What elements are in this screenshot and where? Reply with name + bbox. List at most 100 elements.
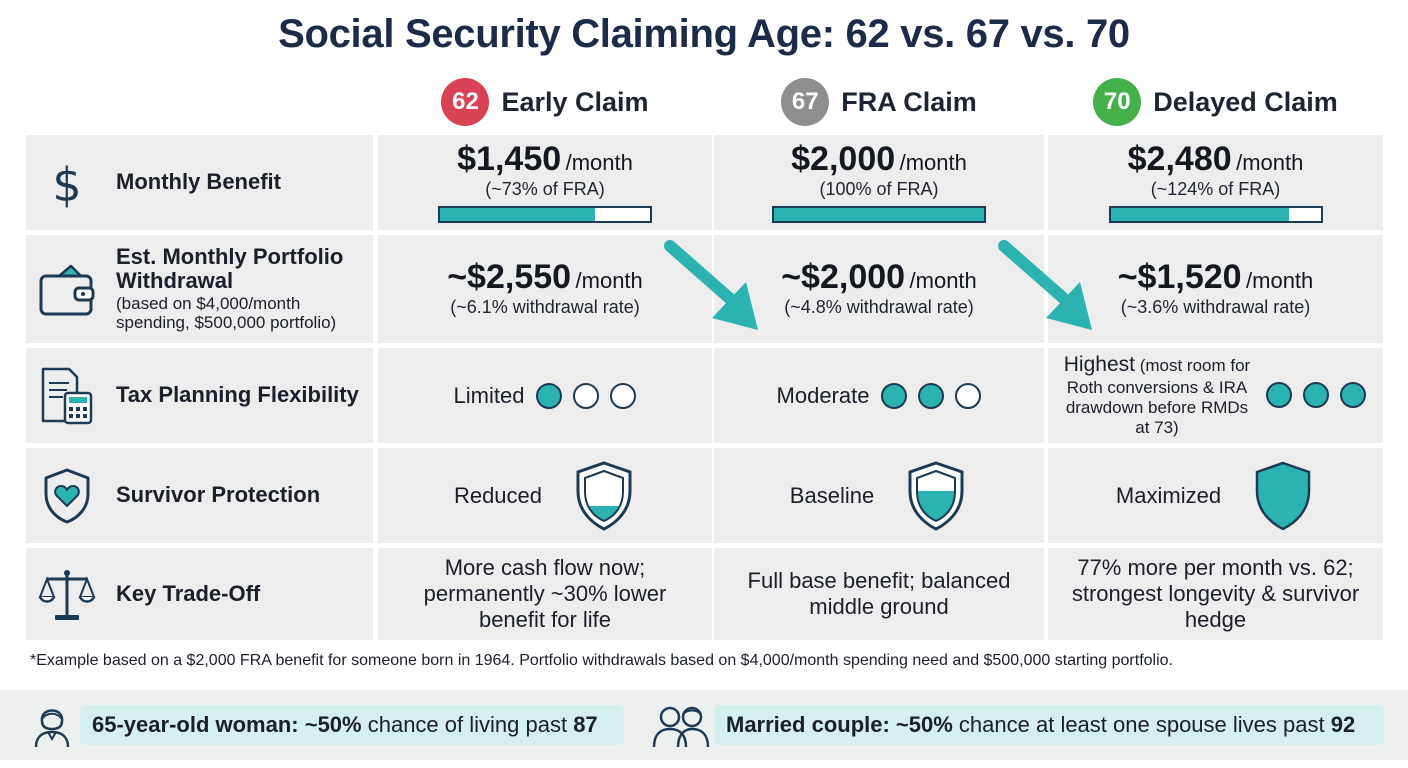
row-sublabel: (based on $4,000/month spending, $500,00… [116, 293, 337, 333]
row-label: Est. Monthly Portfolio Withdrawal [116, 244, 344, 294]
shield-inner-outline [584, 469, 625, 522]
couple-icon [652, 706, 710, 748]
withdrawal-unit: /month [909, 267, 977, 293]
shield-inner-outline [916, 469, 957, 522]
shield-icon [1255, 461, 1311, 530]
benefit-unit: /month [565, 149, 633, 175]
shield-fill [1255, 461, 1311, 530]
benefit-note: (100% of FRA) [819, 179, 939, 200]
tax-level-dots [1266, 382, 1366, 409]
withdrawal-note: (~6.1% withdrawal rate) [450, 297, 640, 318]
tradeoff-text: More cash flow now; permanently ~30% low… [423, 555, 667, 632]
benefit-cell-62: $1,450 /month (~73% of FRA) [378, 135, 712, 230]
benefit-bar [438, 206, 652, 224]
level-dot [1303, 382, 1329, 409]
tax-cell-67: Moderate [714, 348, 1044, 443]
row-label: Key Trade-Off [116, 580, 261, 606]
footnote: *Example based on a $2,000 FRA benefit f… [30, 652, 1173, 669]
row-label: Tax Planning Flexibility [116, 382, 359, 408]
benefit-bar [772, 206, 986, 224]
benefit-bar-fill [440, 208, 596, 222]
tradeoff-text: 77% more per month vs. 62; strongest lon… [1071, 555, 1360, 632]
tradeoff-cell-67: Full base benefit; balanced middle groun… [714, 548, 1044, 640]
shield-outline [576, 460, 632, 531]
fact-text: chance of living past [361, 712, 574, 737]
withdrawal-note: (~3.6% withdrawal rate) [1120, 297, 1311, 318]
withdrawal-note: (~4.8% withdrawal rate) [784, 297, 974, 318]
tax-level-text: Moderate [776, 382, 870, 408]
row-header-survivor: Survivor Protection [26, 448, 373, 543]
benefit-unit: /month [1236, 149, 1304, 175]
shield-icon [908, 460, 964, 531]
level-dot [955, 382, 982, 409]
fact-woman: 65-year-old woman: ~50% chance of living… [80, 705, 624, 745]
tradeoff-cell-70: 77% more per month vs. 62; strongest lon… [1048, 548, 1383, 640]
survivor-level-text: Reduced [453, 482, 543, 508]
survivor-level-text: Baseline [789, 482, 875, 508]
withdrawal-cell-70: ~$1,520 /month (~3.6% withdrawal rate) [1048, 235, 1383, 343]
column-label-delayed: Delayed Claim [1153, 86, 1338, 117]
benefit-amount: $1,450 [457, 139, 562, 178]
tradeoff-text: Full base benefit; balanced middle groun… [747, 568, 1011, 619]
withdrawal-amount: ~$2,550 [447, 257, 572, 296]
benefit-bar-fill [1110, 208, 1289, 222]
survivor-cell-70: Maximized [1048, 448, 1383, 543]
benefit-note: (~73% of FRA) [485, 179, 605, 200]
level-dot [1340, 382, 1366, 409]
column-label-fra: FRA Claim [841, 86, 977, 117]
benefit-cell-67: $2,000 /month (100% of FRA) [714, 135, 1044, 230]
column-header-fra: 67 FRA Claim [714, 78, 1044, 126]
row-header-tax: Tax Planning Flexibility [26, 348, 373, 443]
survivor-level-text: Maximized [1115, 482, 1222, 508]
benefit-note: (~124% of FRA) [1150, 179, 1281, 200]
survivor-cell-67: Baseline [714, 448, 1044, 543]
benefit-bar-fill [774, 208, 984, 222]
level-dot [610, 382, 637, 409]
row-header-withdrawal: Est. Monthly Portfolio Withdrawal (based… [26, 235, 373, 343]
age-badge-62: 62 [441, 78, 490, 126]
benefit-cell-70: $2,480 /month (~124% of FRA) [1048, 135, 1383, 230]
heart-shield-icon [36, 465, 98, 527]
withdrawal-unit: /month [1246, 267, 1314, 293]
column-header-delayed: 70 Delayed Claim [1048, 78, 1383, 126]
tradeoff-cell-62: More cash flow now; permanently ~30% low… [378, 548, 712, 640]
row-label: Monthly Benefit [116, 169, 281, 195]
withdrawal-unit: /month [575, 267, 643, 293]
fact-text: chance at least one spouse lives past [952, 712, 1331, 737]
level-dot [1266, 382, 1292, 409]
scales-icon [36, 563, 98, 625]
fact-bold: Married couple: ~50% [726, 712, 953, 737]
tax-cell-62: Limited [378, 348, 712, 443]
benefit-bar [1108, 206, 1323, 224]
withdrawal-amount: ~$1,520 [1117, 257, 1242, 296]
tax-level-text: Highest [1063, 353, 1135, 377]
level-dot [536, 382, 563, 409]
woman-icon [34, 709, 70, 748]
fact-couple: Married couple: ~50% chance at least one… [714, 705, 1384, 745]
fact-age: 87 [573, 712, 598, 737]
svg-text:$: $ [52, 158, 81, 211]
withdrawal-cell-67: ~$2,000 /month (~4.8% withdrawal rate) [714, 235, 1044, 343]
survivor-cell-62: Reduced [378, 448, 712, 543]
level-dot [573, 382, 600, 409]
dollar-icon: $ [36, 152, 98, 214]
level-dot [881, 382, 908, 409]
withdrawal-cell-62: ~$2,550 /month (~6.1% withdrawal rate) [378, 235, 712, 343]
level-dot [918, 382, 945, 409]
benefit-unit: /month [899, 149, 967, 175]
column-label-early: Early Claim [501, 86, 649, 117]
shield-icon [576, 460, 632, 531]
arrow-down-right-icon [998, 240, 1092, 330]
arrow-down-right-icon [664, 240, 758, 330]
page-title: Social Security Claiming Age: 62 vs. 67 … [278, 12, 1130, 56]
tax-level-text: Limited [453, 382, 525, 408]
age-badge-67: 67 [781, 78, 830, 126]
fact-age: 92 [1330, 712, 1356, 737]
row-label: Survivor Protection [116, 482, 321, 508]
benefit-amount: $2,480 [1127, 139, 1232, 178]
tax-cell-70: Highest (most room for Roth conversions … [1048, 348, 1383, 443]
tax-level-dots [881, 382, 982, 409]
benefit-amount: $2,000 [791, 139, 896, 178]
column-header-early: 62 Early Claim [378, 78, 712, 126]
wallet-icon [36, 258, 98, 320]
